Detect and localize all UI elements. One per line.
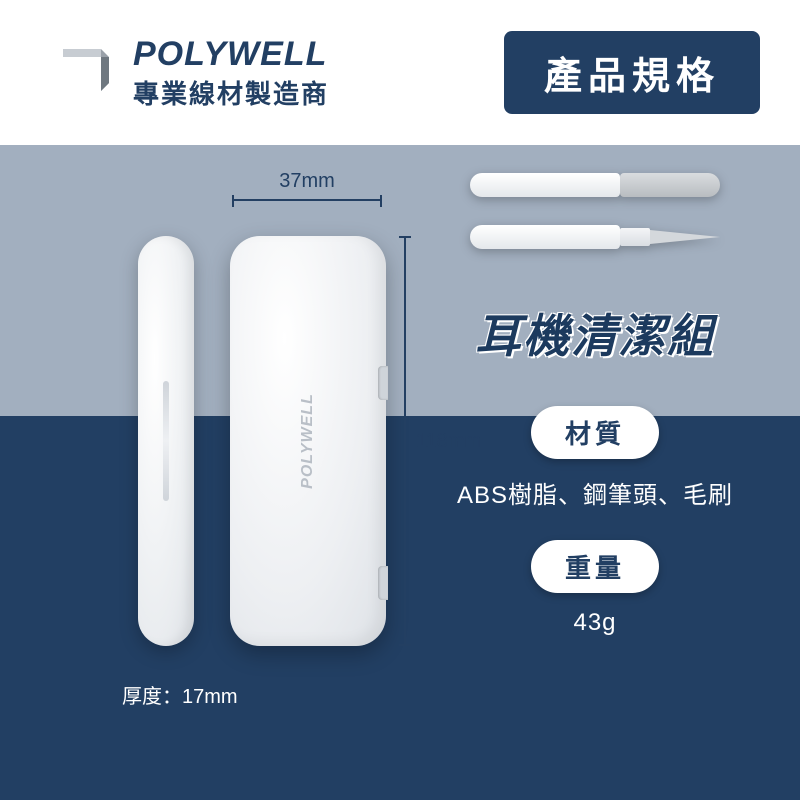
spec-value-weight: 43g: [440, 609, 750, 637]
case-front-view: POLYWELL: [230, 236, 386, 646]
cleaning-tools: [470, 170, 730, 274]
case-notch: [378, 566, 388, 600]
brand-block: POLYWELL 專業線材製造商: [55, 35, 329, 111]
cleaning-tool-sponge: [470, 170, 730, 200]
spec-row-weight: 重量 43g: [440, 540, 750, 637]
product-illustration: 37mm POLYWELL 118mm 厚度：17mm: [60, 170, 480, 730]
dimension-width-line: [232, 199, 382, 201]
spec-value-material: ABS樹脂、鋼筆頭、毛刷: [440, 475, 750, 510]
brand-text: POLYWELL 專業線材製造商: [133, 35, 329, 111]
spec-label-material: 材質: [531, 406, 659, 459]
case-logo-text: POLYWELL: [299, 393, 317, 489]
product-title: 耳機清潔組: [440, 300, 750, 366]
case-notch: [378, 366, 388, 400]
dimension-height-line: [404, 236, 406, 646]
brand-name: POLYWELL: [133, 35, 329, 74]
spec-badge: 產品規格: [504, 31, 760, 114]
spec-label-weight: 重量: [531, 540, 659, 593]
brand-logo-icon: [55, 43, 115, 103]
header: POLYWELL 專業線材製造商 產品規格: [0, 0, 800, 145]
product-info: 耳機清潔組 材質 ABS樹脂、鋼筆頭、毛刷 重量 43g: [440, 300, 750, 667]
dimension-thickness-label: 厚度：17mm: [122, 680, 238, 709]
cleaning-tool-pen: [470, 222, 730, 252]
spec-row-material: 材質 ABS樹脂、鋼筆頭、毛刷: [440, 406, 750, 510]
dimension-width-label: 37mm: [279, 170, 335, 192]
dimension-width: 37mm: [232, 170, 382, 201]
brand-tagline: 專業線材製造商: [133, 74, 329, 111]
case-side-view: [138, 236, 194, 646]
